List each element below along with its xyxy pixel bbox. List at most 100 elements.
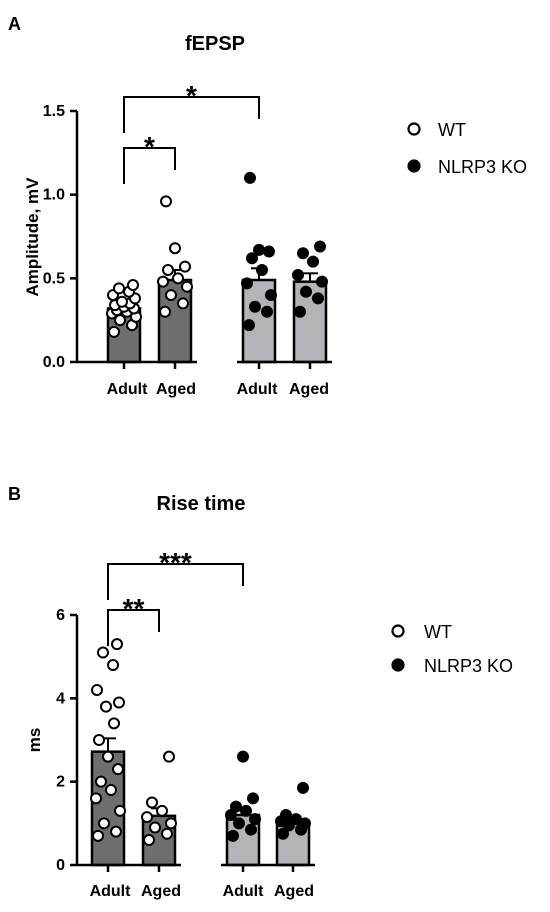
y-axis-label-a: Amplitude, mV	[23, 177, 42, 297]
data-point-b-0-5	[105, 784, 117, 796]
significance-label-a-0: *	[144, 131, 155, 162]
data-point-a-0-0	[108, 325, 120, 338]
chart-title-a: fEPSP	[185, 33, 245, 55]
data-point-b-1-0	[143, 834, 155, 846]
data-point-a-3-1	[312, 292, 324, 305]
data-point-a-0-16	[127, 279, 139, 292]
y-tick-label-b-3: 6	[56, 607, 65, 624]
data-point-b-2-3	[249, 813, 261, 826]
data-point-b-2-0	[227, 829, 239, 842]
data-point-a-2-0	[243, 319, 255, 332]
data-point-b-0-14	[107, 659, 119, 671]
significance-bracket-b-1	[107, 563, 244, 600]
legend-label-wt: WT	[424, 622, 452, 642]
panel-letter-b: B	[8, 484, 21, 504]
data-point-a-3-4	[292, 268, 304, 281]
data-point-b-3-0	[277, 827, 289, 840]
plot-area-a: 0.0 0.5 1.0 1.5 Adult Aged Adult Aged * *	[43, 80, 332, 398]
data-point-b-2-5	[240, 804, 252, 817]
y-tick-label-a-3: 1.5	[43, 103, 65, 120]
y-tick-label-b-1: 2	[56, 774, 65, 791]
data-point-a-0-11	[116, 295, 128, 308]
legend-marker-wt	[407, 122, 421, 136]
panel-b: B Rise time ms WT NLRP3 KO 0 2 4 6 Adult Aged…	[8, 484, 513, 900]
y-axis-label-b: ms	[25, 728, 44, 753]
significance-label-b-1: ***	[159, 547, 192, 578]
y-tick-label-a-1: 0.5	[43, 270, 65, 287]
data-point-a-1-2	[165, 289, 177, 302]
y-tick-label-b-0: 0	[56, 857, 65, 874]
data-point-a-3-0	[294, 305, 306, 318]
data-point-b-3-6	[280, 809, 292, 821]
x-tick-label-b-0: Adult	[90, 883, 132, 900]
data-point-a-2-9	[244, 171, 256, 184]
chart-title-b: Rise time	[157, 493, 246, 515]
legend-marker-nlrp3-ko	[391, 658, 405, 672]
data-point-b-0-3	[114, 804, 126, 817]
data-point-b-3-7	[297, 781, 309, 794]
data-point-a-2-2	[249, 300, 261, 313]
data-point-b-1-5	[156, 804, 168, 817]
data-point-b-2-1	[245, 823, 257, 836]
legend-marker-wt	[391, 624, 405, 638]
data-point-a-1-8	[169, 242, 181, 255]
data-point-a-2-1	[261, 305, 273, 318]
data-point-b-0-2	[98, 817, 110, 830]
data-point-b-1-2	[149, 821, 161, 834]
data-point-b-2-2	[233, 817, 245, 830]
legend-label-nlrp3-ko: NLRP3 KO	[424, 656, 513, 676]
data-point-b-1-1	[161, 827, 173, 840]
x-tick-label-a-1: Aged	[156, 381, 196, 398]
data-point-b-1-4	[141, 811, 153, 824]
data-point-a-1-9	[160, 195, 172, 208]
data-point-a-1-3	[181, 280, 193, 293]
significance-bracket-b-0	[107, 609, 160, 646]
panel-letter-a: A	[8, 14, 21, 34]
data-point-b-0-15	[97, 646, 109, 659]
data-point-b-0-11	[100, 700, 112, 713]
legend-label-nlrp3-ko: NLRP3 KO	[438, 157, 527, 177]
data-point-b-0-1	[110, 825, 122, 838]
x-tick-label-b-3: Aged	[274, 883, 314, 900]
data-point-b-0-0	[92, 829, 104, 842]
data-point-a-3-2	[300, 285, 312, 298]
significance-label-a-1: *	[186, 80, 197, 111]
data-point-a-1-5	[172, 272, 184, 285]
data-point-b-1-3	[165, 817, 177, 830]
data-point-b-2-8	[237, 750, 249, 763]
data-point-a-2-5	[256, 263, 268, 276]
y-tick-label-a-0: 0.0	[43, 354, 65, 371]
data-point-b-0-8	[102, 750, 114, 763]
data-point-a-1-0	[159, 305, 171, 318]
y-tick-label-b-2: 4	[56, 690, 65, 707]
data-point-a-3-5	[307, 255, 319, 268]
data-point-a-2-4	[241, 277, 253, 290]
data-point-b-1-6	[146, 796, 158, 809]
legend-a: WT NLRP3 KO	[407, 120, 527, 177]
data-point-a-2-3	[265, 289, 277, 302]
data-point-a-1-7	[179, 260, 191, 273]
data-point-b-0-6	[95, 775, 107, 788]
data-point-a-1-4	[157, 275, 169, 288]
data-point-a-2-6	[246, 252, 258, 265]
data-point-b-0-10	[108, 717, 120, 730]
x-tick-label-b-1: Aged	[141, 883, 181, 900]
data-point-a-2-8	[253, 243, 265, 256]
data-point-b-0-13	[91, 684, 103, 696]
data-point-b-0-4	[90, 792, 102, 805]
data-point-b-0-12	[113, 696, 125, 709]
data-point-b-1-7	[163, 750, 175, 763]
data-point-b-0-7	[112, 763, 124, 776]
x-tick-label-a-2: Adult	[237, 381, 279, 398]
data-point-a-3-3	[316, 275, 328, 288]
data-point-b-2-4	[225, 809, 237, 821]
data-point-b-0-16	[111, 638, 123, 651]
legend-marker-nlrp3-ko	[407, 159, 421, 173]
significance-bracket-a-1	[123, 96, 260, 133]
x-tick-label-b-2: Adult	[223, 883, 265, 900]
data-point-a-2-7	[263, 245, 275, 258]
data-point-a-3-6	[297, 247, 309, 260]
significance-bracket-a-0	[123, 147, 176, 184]
